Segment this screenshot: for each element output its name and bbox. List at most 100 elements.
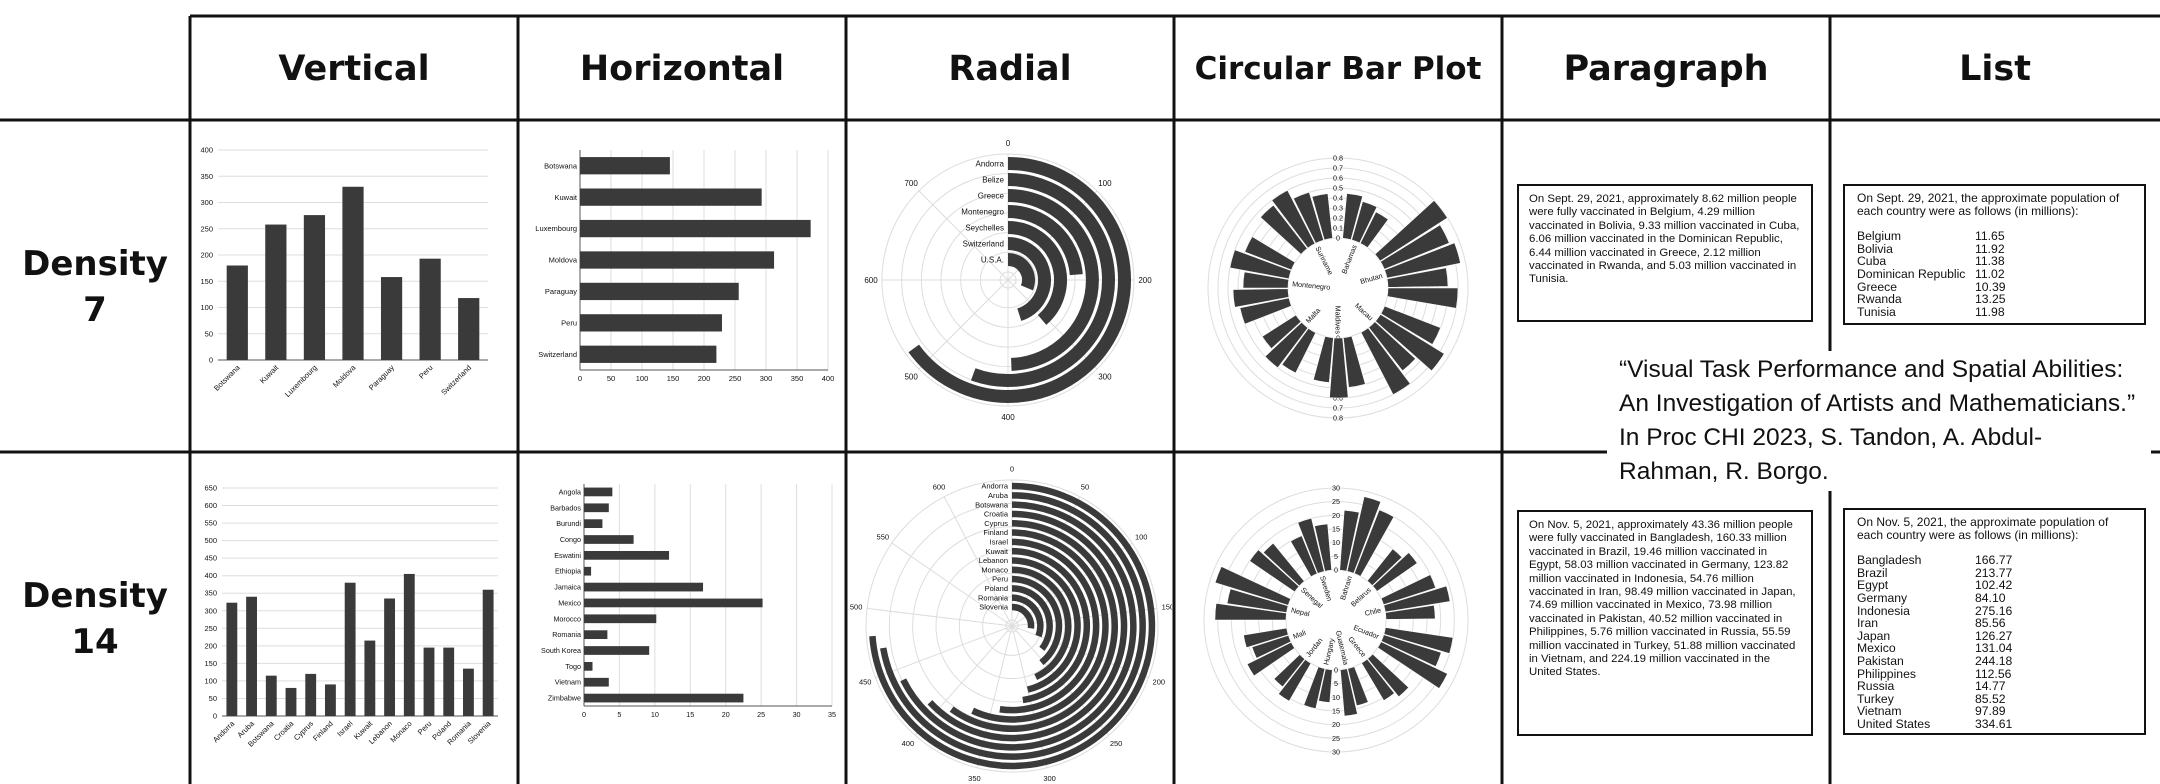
- y-tick-label: 150: [204, 659, 217, 668]
- y-tick-label: Paraguay: [545, 287, 577, 296]
- bar: [1293, 191, 1324, 244]
- bar: [463, 668, 474, 716]
- list-item-value: 85.56: [1975, 616, 2006, 631]
- bar: [900, 501, 1137, 751]
- category-label: Peru: [992, 575, 1008, 584]
- bar: [869, 482, 1156, 770]
- bar: [1242, 271, 1290, 289]
- list-item-value: 112.56: [1975, 666, 2012, 681]
- radial-tick-label: 0.1: [1333, 224, 1343, 233]
- list-item-country: Cuba: [1857, 254, 1887, 269]
- row-label-density-7-line2: 7: [83, 290, 107, 330]
- category-label: Lebanon: [979, 556, 1008, 565]
- list-item-value: 213.77: [1975, 565, 2013, 580]
- paragraph-text-density-7: On Sept. 29, 2021, approximately 8.62 mi…: [1529, 193, 1800, 286]
- angle-tick-label: 100: [1135, 532, 1148, 541]
- y-tick-label: 0: [213, 712, 217, 721]
- group-label: Senegal: [1299, 585, 1325, 610]
- radial-tick-label: 0.8: [1333, 154, 1343, 163]
- list-item: Egypt 102.42: [1857, 579, 2012, 592]
- x-tick-label: Luxembourg: [283, 363, 319, 399]
- list-item-country: Rwanda: [1857, 292, 1902, 307]
- bar: [580, 251, 775, 269]
- x-tick-label: 0: [578, 374, 582, 383]
- bar: [1367, 653, 1410, 698]
- y-tick-label: Angola: [559, 487, 581, 496]
- x-tick-label: 15: [686, 710, 694, 719]
- category-label: Switzerland: [963, 239, 1004, 248]
- list-item: Belgium 11.65: [1857, 230, 2006, 243]
- list-item-value: 166.77: [1975, 553, 2013, 568]
- horizontal-bar-chart-density-14: 0 5 10 15 20 25 30 35 Angola Barbados Burundi Congo…: [541, 484, 836, 719]
- bar: [1244, 236, 1296, 271]
- y-tick-label: Burundi: [556, 519, 581, 528]
- y-tick-label: 50: [209, 694, 217, 703]
- row-label-density-14-line2: 14: [71, 622, 119, 662]
- list-item-country: Tunisia: [1857, 304, 1896, 319]
- radial-bar-chart-density-7: 0 100 200 300 400 500 600 700 Andorra Belize Greec…: [864, 139, 1152, 422]
- list-item: Rwanda 13.25: [1857, 293, 2006, 306]
- bar: [419, 258, 441, 360]
- angle-tick-label: 500: [850, 603, 863, 612]
- bar: [1339, 509, 1360, 572]
- bar: [1380, 574, 1437, 606]
- x-tick-label: 10: [651, 710, 659, 719]
- x-tick-label: 350: [791, 374, 804, 383]
- y-tick-label: 400: [204, 571, 217, 580]
- bar: [1011, 575, 1063, 666]
- list-item-value: 334.61: [1975, 716, 2013, 731]
- bar: [1281, 327, 1317, 374]
- bar: [584, 519, 603, 529]
- list-item-country: Indonesia: [1857, 603, 1910, 618]
- x-tick-label: 30: [793, 710, 801, 719]
- y-tick-label: Ethiopia: [555, 567, 581, 576]
- radial-tick-label: 0.4: [1333, 194, 1343, 203]
- radial-tick-label: 25: [1332, 497, 1340, 506]
- list-box-density-14: On Nov. 5, 2021, the approximate populat…: [1843, 508, 2146, 735]
- radial-tick-label: 10: [1332, 538, 1340, 547]
- y-tick-label: Zimbabwe: [548, 694, 581, 703]
- bar: [1374, 199, 1448, 262]
- category-label: U.S.A.: [981, 255, 1004, 264]
- y-tick-label: 200: [200, 251, 213, 260]
- list-item: Indonesia 275.16: [1857, 603, 2013, 618]
- grid-circle: [1207, 157, 1469, 419]
- bar: [1318, 668, 1333, 703]
- y-tick-label: South Korea: [541, 646, 581, 655]
- list-item-value: 126.27: [1975, 628, 2013, 643]
- bar: [1243, 627, 1289, 649]
- angle-tick-label: 0: [1006, 139, 1011, 148]
- category-label: Israel: [990, 537, 1009, 546]
- y-tick-label: Botswana: [544, 161, 578, 170]
- list-item-value: 275.16: [1975, 603, 2013, 618]
- angle-tick-label: 600: [933, 483, 946, 492]
- bar: [584, 535, 634, 544]
- category-label: Cyprus: [984, 519, 1008, 528]
- angle-tick-label: 50: [1081, 483, 1089, 492]
- row-label-density-14-line1: Density: [22, 576, 168, 616]
- y-tick-label: 300: [200, 198, 213, 207]
- bar: [1007, 221, 1067, 325]
- list-item-value: 11.02: [1975, 266, 2005, 281]
- bar: [580, 282, 739, 301]
- grid-spoke: [918, 190, 1009, 281]
- bar: [999, 538, 1100, 714]
- list-item: Greece 10.39: [1857, 280, 2006, 294]
- x-tick-label: Paraguay: [367, 363, 396, 392]
- angle-tick-label: 450: [859, 677, 872, 686]
- x-tick-label: 20: [722, 710, 730, 719]
- group-label: Greece: [1346, 635, 1368, 659]
- bar: [1261, 314, 1302, 350]
- bar: [1386, 267, 1449, 288]
- list-item: Iran 85.56: [1857, 617, 2012, 630]
- list-item-value: 13.25: [1975, 292, 2006, 307]
- bar: [584, 598, 763, 608]
- radial-tick-label: 25: [1332, 734, 1340, 743]
- bar: [1343, 335, 1366, 388]
- bar: [1278, 659, 1312, 702]
- bar: [880, 492, 1146, 760]
- bar: [1361, 658, 1395, 702]
- list-intro-density-7: On Sept. 29, 2021, the approximate popul…: [1857, 191, 2120, 218]
- category-label: Romania: [978, 593, 1009, 602]
- bar: [1340, 668, 1358, 717]
